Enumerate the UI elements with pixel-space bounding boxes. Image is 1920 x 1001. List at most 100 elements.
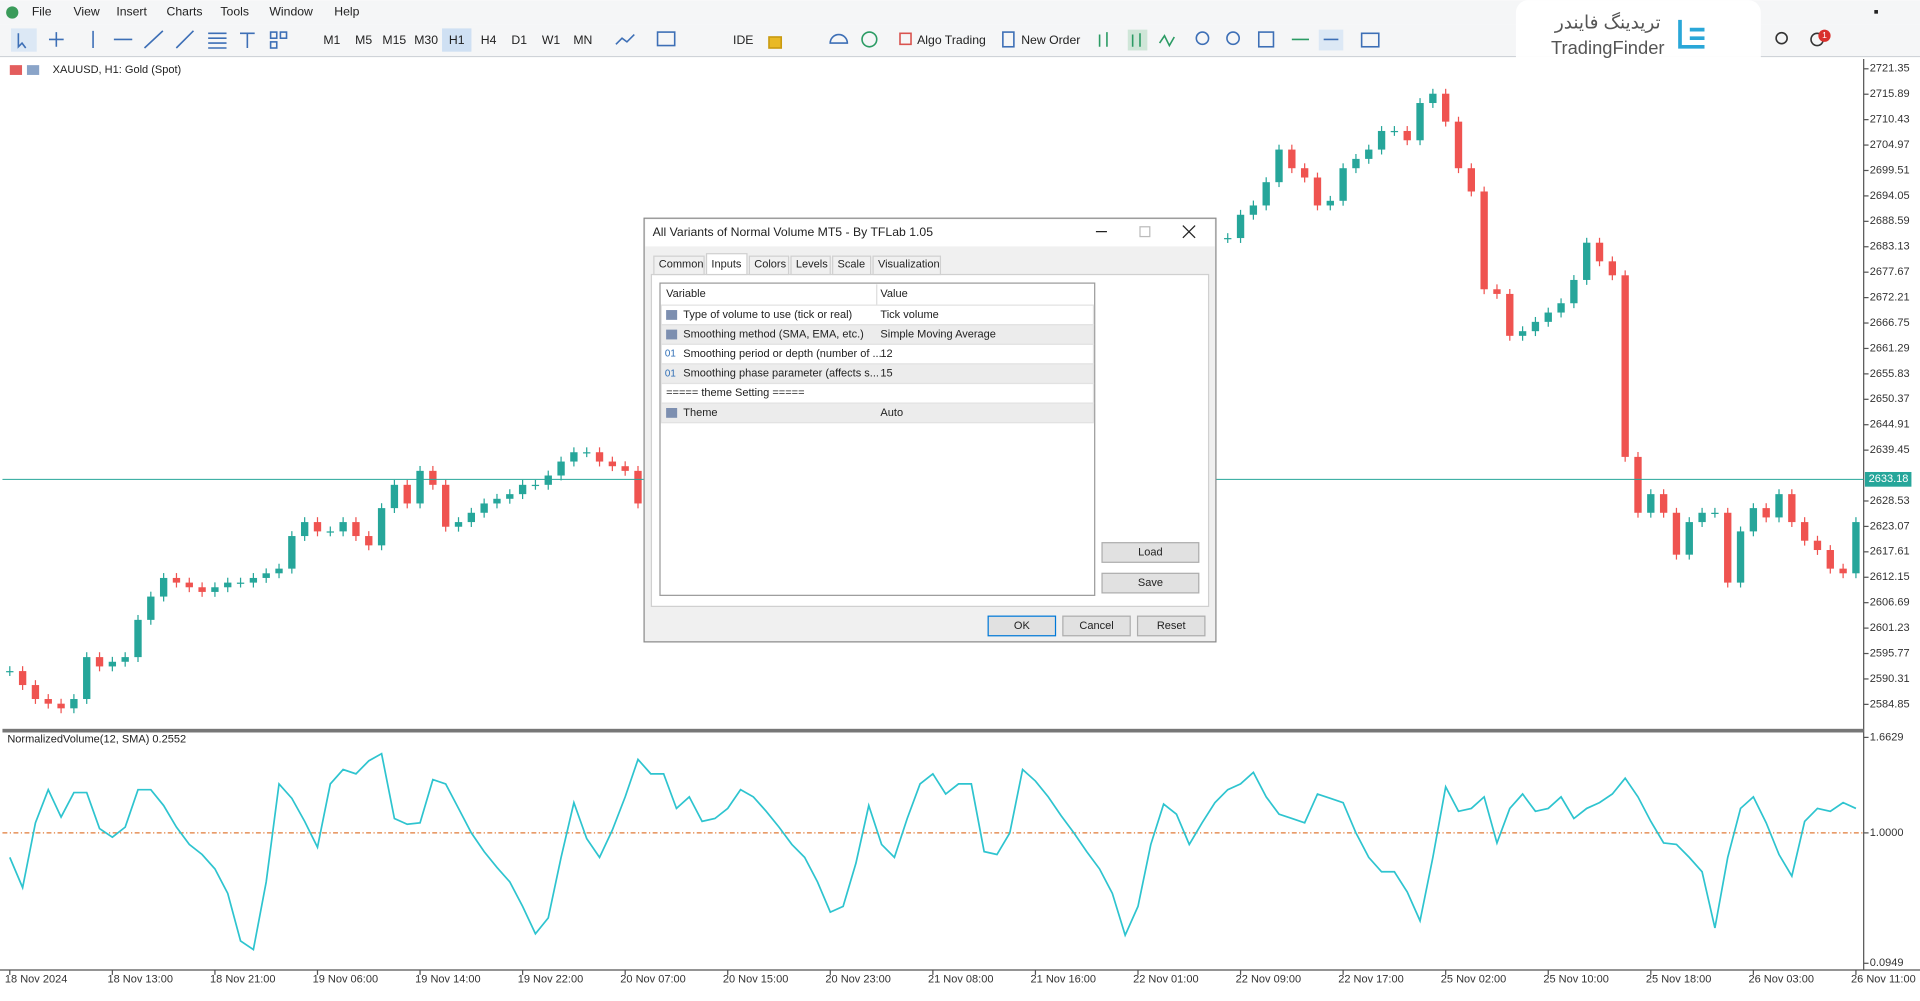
type-badge: 01 bbox=[665, 368, 676, 379]
tab[interactable] bbox=[748, 255, 790, 276]
candle bbox=[262, 573, 270, 578]
candle bbox=[506, 494, 514, 499]
timeframe-button[interactable]: M5 bbox=[355, 33, 372, 47]
menu-item[interactable]: Tools bbox=[220, 5, 249, 19]
side-button[interactable] bbox=[1101, 572, 1200, 594]
tab[interactable] bbox=[832, 255, 872, 276]
time-tick-label: 20 Nov 23:00 bbox=[825, 974, 891, 986]
price-tick-label: 2612.15 bbox=[1870, 571, 1910, 583]
menu-item[interactable]: Charts bbox=[167, 5, 203, 19]
candle bbox=[185, 582, 193, 588]
candle bbox=[1800, 522, 1809, 541]
candle bbox=[134, 619, 142, 658]
candle bbox=[1839, 568, 1847, 574]
side-button[interactable] bbox=[1101, 542, 1200, 563]
timeframe-button[interactable]: M1 bbox=[323, 33, 340, 47]
algo-trading-button[interactable]: Algo Trading bbox=[917, 33, 986, 47]
candle bbox=[236, 582, 245, 584]
menu-item[interactable]: Window bbox=[269, 5, 313, 19]
price-tick-label: 2661.29 bbox=[1870, 342, 1910, 354]
candle bbox=[1749, 508, 1758, 532]
new-order-button[interactable]: New Order bbox=[1021, 33, 1080, 47]
candle bbox=[595, 452, 604, 462]
time-tick-label: 19 Nov 06:00 bbox=[313, 974, 379, 986]
timeframe-button[interactable]: W1 bbox=[542, 33, 561, 47]
candle bbox=[1480, 191, 1488, 290]
price-tick-label: 2644.91 bbox=[1870, 419, 1910, 431]
chart-icon bbox=[26, 65, 40, 75]
param-value: Auto bbox=[880, 407, 903, 419]
dialog-button[interactable] bbox=[987, 615, 1057, 637]
time-tick-label: 21 Nov 16:00 bbox=[1031, 974, 1097, 986]
time-tick-label: 26 Nov 03:00 bbox=[1748, 974, 1814, 986]
timeframe-button[interactable]: M30 bbox=[414, 33, 438, 47]
candle bbox=[583, 452, 591, 454]
dialog-button[interactable] bbox=[1136, 615, 1206, 637]
candle bbox=[1711, 512, 1719, 514]
pane-separator bbox=[2, 728, 1864, 733]
candle bbox=[454, 522, 463, 527]
tab[interactable] bbox=[790, 255, 831, 276]
time-tick-label: 25 Nov 02:00 bbox=[1441, 974, 1507, 986]
candle bbox=[18, 671, 27, 686]
price-tick-label: 2721.35 bbox=[1870, 63, 1910, 75]
menu-item[interactable]: File bbox=[32, 5, 52, 19]
candle bbox=[1570, 279, 1578, 304]
candle bbox=[1300, 168, 1309, 178]
tab[interactable] bbox=[653, 255, 705, 276]
param-name: Smoothing phase parameter (affects s... bbox=[683, 368, 879, 380]
candle bbox=[377, 508, 386, 546]
param-name: Smoothing method (SMA, EMA, etc.) bbox=[683, 328, 864, 340]
timeframe-button[interactable]: H1 bbox=[449, 33, 465, 47]
candle bbox=[365, 536, 373, 546]
time-tick-label: 26 Nov 11:00 bbox=[1851, 974, 1916, 986]
time-tick-label: 21 Nov 08:00 bbox=[928, 974, 994, 986]
candle bbox=[339, 522, 347, 532]
timeframe-button[interactable]: M15 bbox=[382, 33, 406, 47]
timeframe-button[interactable]: MN bbox=[573, 33, 592, 47]
ide-button[interactable]: IDE bbox=[733, 33, 753, 47]
menu-item[interactable]: Help bbox=[334, 5, 359, 19]
time-tick-label: 20 Nov 15:00 bbox=[723, 974, 789, 986]
candle bbox=[300, 522, 309, 537]
tab-active[interactable] bbox=[705, 253, 748, 276]
candle bbox=[1583, 242, 1591, 280]
timeframe-active bbox=[442, 28, 472, 52]
candle bbox=[403, 484, 411, 504]
candle bbox=[1262, 182, 1270, 206]
dialog-button[interactable] bbox=[1062, 615, 1131, 637]
tab-label: Scale bbox=[838, 259, 866, 271]
side-button-label: Save bbox=[1138, 577, 1163, 589]
dialog-window-buttons[interactable] bbox=[1095, 225, 1196, 239]
candle bbox=[1608, 261, 1617, 276]
table-row[interactable] bbox=[660, 402, 1095, 424]
candle bbox=[108, 661, 117, 667]
candle bbox=[1236, 214, 1245, 239]
candle bbox=[1659, 494, 1668, 513]
price-tick-label: 2628.53 bbox=[1870, 495, 1910, 507]
tab-label: Visualization bbox=[878, 259, 940, 271]
param-value: Tick volume bbox=[880, 309, 938, 321]
price-tick-label: 2677.67 bbox=[1870, 266, 1910, 278]
side-button-label: Load bbox=[1138, 546, 1163, 558]
candle bbox=[608, 461, 617, 467]
type-badge: 01 bbox=[665, 349, 676, 360]
tab[interactable] bbox=[872, 255, 942, 276]
menu-item[interactable]: Insert bbox=[116, 5, 147, 19]
window-controls[interactable]: ▪ bbox=[1873, 4, 1878, 20]
param-name: Type of volume to use (tick or real) bbox=[683, 309, 852, 321]
candle bbox=[493, 498, 501, 504]
tab-label: Colors bbox=[754, 259, 786, 271]
price-tick-label: 2704.97 bbox=[1870, 139, 1910, 151]
candle bbox=[1531, 321, 1540, 332]
menu-item[interactable]: View bbox=[73, 5, 99, 19]
timeframe-button[interactable]: H4 bbox=[481, 33, 497, 47]
candle bbox=[44, 699, 52, 704]
candle bbox=[83, 657, 91, 700]
watermark-box bbox=[1515, 0, 1761, 77]
candle bbox=[1544, 312, 1552, 322]
timeframe-button[interactable]: D1 bbox=[511, 33, 527, 47]
candle bbox=[442, 484, 450, 527]
candle bbox=[1224, 238, 1232, 240]
watermark-persian: تریدینگ فایندر bbox=[1554, 11, 1661, 33]
